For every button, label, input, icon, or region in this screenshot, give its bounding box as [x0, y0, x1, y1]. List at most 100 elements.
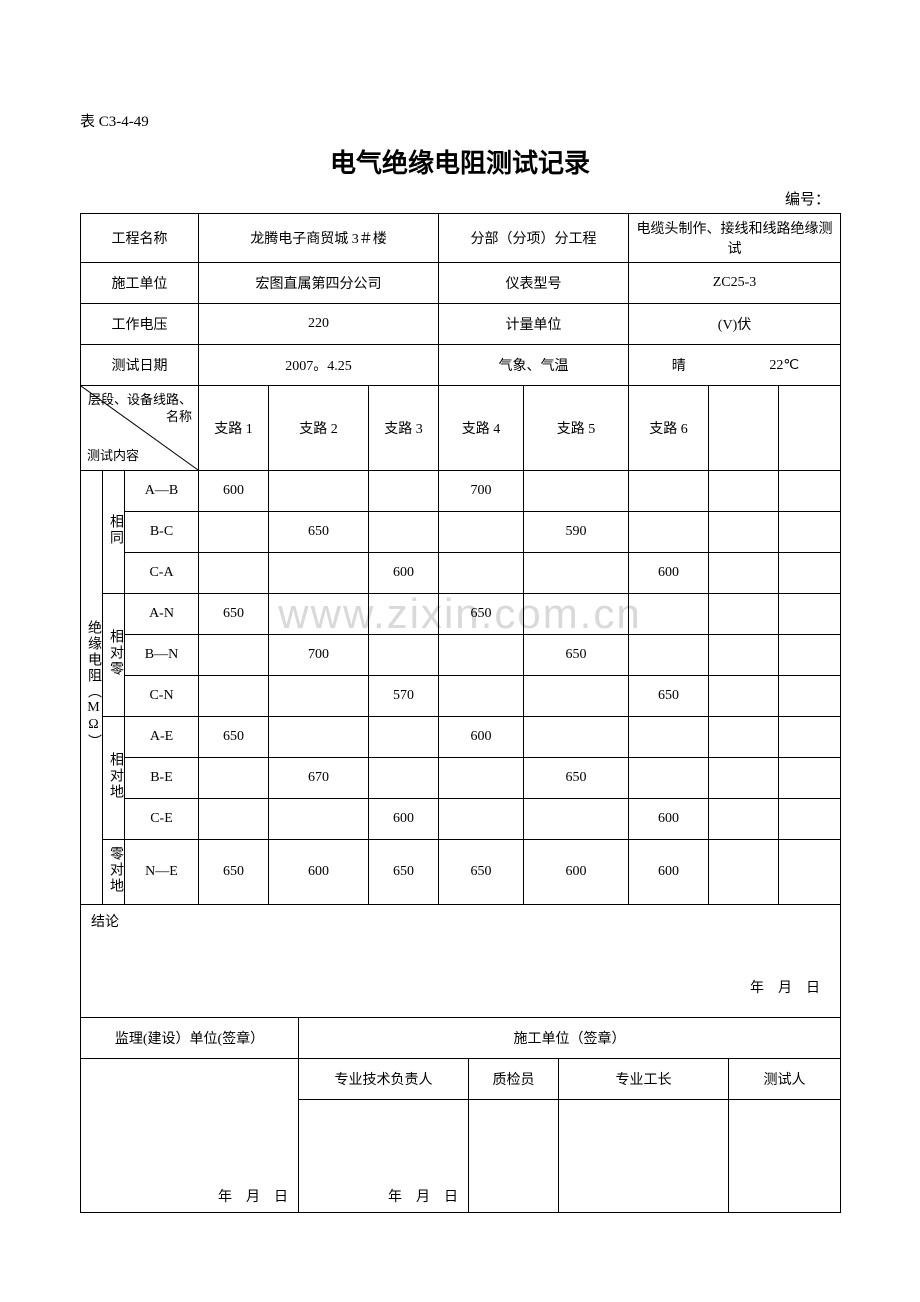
- branch-4-label: 支路 4: [439, 386, 524, 471]
- cell: [199, 676, 269, 717]
- cell: 590: [524, 512, 629, 553]
- foreman-label: 专业工长: [559, 1059, 729, 1100]
- cell: 700: [269, 635, 369, 676]
- cell: 700: [439, 471, 524, 512]
- cell: 650: [199, 840, 269, 905]
- cell: [269, 594, 369, 635]
- cell: 650: [524, 635, 629, 676]
- row-name: C-E: [125, 799, 199, 840]
- group-0-label: 相同: [103, 471, 125, 594]
- row-name: B-E: [125, 758, 199, 799]
- cell: [439, 758, 524, 799]
- cell: 600: [369, 553, 439, 594]
- cell: [439, 512, 524, 553]
- row-name: B—N: [125, 635, 199, 676]
- cell: [269, 553, 369, 594]
- cell: [524, 471, 629, 512]
- cell: [439, 553, 524, 594]
- unit-value: (V)伏: [629, 304, 841, 345]
- cell: [709, 758, 779, 799]
- cell: [524, 799, 629, 840]
- conclusion-cell: 结论 年 月 日: [81, 905, 841, 1018]
- cell: 570: [369, 676, 439, 717]
- cell: [779, 471, 841, 512]
- weather-value-1: 晴: [629, 345, 729, 386]
- diag-bottom-label: 测试内容: [87, 445, 139, 464]
- contractor-label: 施工单位: [81, 263, 199, 304]
- group-3-label: 零对地: [103, 840, 125, 905]
- page-title: 电气绝缘电阻测试记录: [80, 143, 840, 180]
- cell: 650: [199, 717, 269, 758]
- cell: [369, 594, 439, 635]
- cell: [439, 799, 524, 840]
- cell: [524, 594, 629, 635]
- cell: 650: [439, 840, 524, 905]
- cell: [369, 635, 439, 676]
- cell: 600: [524, 840, 629, 905]
- cell: [199, 553, 269, 594]
- tester-label: 测试人: [729, 1059, 841, 1100]
- project-name-label: 工程名称: [81, 214, 199, 263]
- cell: [269, 471, 369, 512]
- cell: [709, 512, 779, 553]
- row-name: C-A: [125, 553, 199, 594]
- group-2-label: 相对地: [103, 717, 125, 840]
- subproject-label: 分部（分项）分工程: [439, 214, 629, 263]
- cell: [779, 799, 841, 840]
- subproject-value: 电缆头制作、接线和线路绝缘测试: [629, 214, 841, 263]
- cell: [369, 471, 439, 512]
- tester-sign: [729, 1100, 841, 1213]
- row-name: B-C: [125, 512, 199, 553]
- branch-1-label: 支路 1: [199, 386, 269, 471]
- branch-8-label: [779, 386, 841, 471]
- cell: 600: [629, 799, 709, 840]
- qc-label: 质检员: [469, 1059, 559, 1100]
- cell: 600: [269, 840, 369, 905]
- cell: [709, 717, 779, 758]
- cell: [779, 512, 841, 553]
- cell: [629, 512, 709, 553]
- cell: [524, 553, 629, 594]
- cell: [439, 676, 524, 717]
- cell: [269, 799, 369, 840]
- cell: 600: [199, 471, 269, 512]
- serial-label: 编号：: [80, 188, 840, 209]
- cell: 650: [524, 758, 629, 799]
- supervisor-sign-area: 年 月 日: [81, 1059, 299, 1213]
- cell: 600: [439, 717, 524, 758]
- cell: [709, 840, 779, 905]
- cell: 600: [629, 840, 709, 905]
- resistance-label: 绝缘电阻（MΩ）: [81, 471, 103, 905]
- cell: [199, 799, 269, 840]
- cell: 650: [629, 676, 709, 717]
- instrument-value: ZC25-3: [629, 263, 841, 304]
- cell: [369, 717, 439, 758]
- row-name: A-E: [125, 717, 199, 758]
- test-date-value: 2007。4.25: [199, 345, 439, 386]
- qc-sign: [469, 1100, 559, 1213]
- cell: 650: [199, 594, 269, 635]
- weather-value-2: 22℃: [729, 345, 841, 386]
- cell: [709, 594, 779, 635]
- cell: [779, 758, 841, 799]
- tech-leader-sign: 年 月 日: [299, 1100, 469, 1213]
- cell: [709, 635, 779, 676]
- cell: [779, 553, 841, 594]
- cell: 650: [369, 840, 439, 905]
- cell: [199, 512, 269, 553]
- tech-leader-label: 专业技术负责人: [299, 1059, 469, 1100]
- row-name: A-N: [125, 594, 199, 635]
- diag-top-label: 层段、设备线路、名称: [81, 392, 192, 426]
- contractor-value: 宏图直属第四分公司: [199, 263, 439, 304]
- cell: [629, 717, 709, 758]
- cell: [439, 635, 524, 676]
- main-table: 工程名称 龙腾电子商贸城 3＃楼 分部（分项）分工程 电缆头制作、接线和线路绝缘…: [80, 213, 841, 1213]
- form-code: 表 C3-4-49: [80, 110, 840, 131]
- cell: [779, 840, 841, 905]
- cell: 600: [369, 799, 439, 840]
- cell: [524, 717, 629, 758]
- cell: [709, 676, 779, 717]
- branch-5-label: 支路 5: [524, 386, 629, 471]
- instrument-label: 仪表型号: [439, 263, 629, 304]
- weather-label: 气象、气温: [439, 345, 629, 386]
